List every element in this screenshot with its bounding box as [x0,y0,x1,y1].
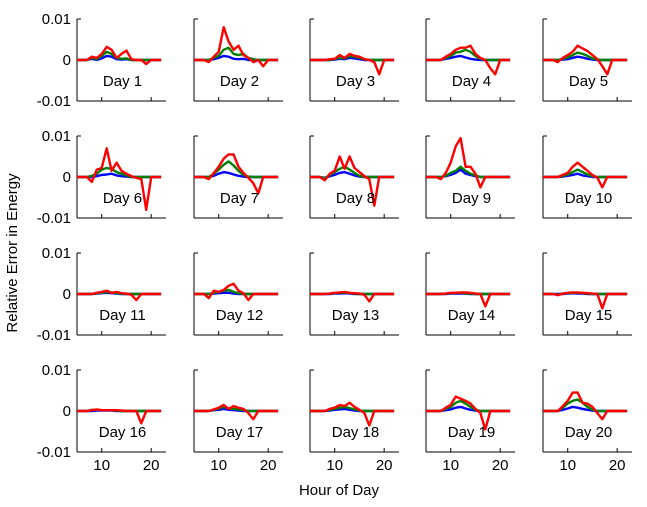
x-tick-label: 20 [609,457,626,474]
panel-11: 0.01 0 -0.01 Day 11 [37,245,166,344]
panel-label: Day 15 [565,307,613,324]
series-line-3 [426,136,511,189]
series-line-3 [194,26,279,68]
panel-16: 0.01 0 -0.01 10 20 Day 16 [37,362,166,474]
panel-label: Day 9 [452,190,491,207]
series-line-3 [77,147,162,212]
x-tick-label: 10 [93,457,110,474]
series-line-3 [310,155,395,207]
y-tick-label: 0 [63,403,71,420]
series-line-3 [426,395,511,431]
series-line-3 [426,44,511,76]
panel-15: Day 15 [542,252,632,336]
series-line-2 [194,46,279,62]
panel-label: Day 3 [336,73,375,90]
y-tick-label: -0.01 [37,444,71,461]
panel-label: Day 16 [99,424,147,441]
series-line-3 [543,161,628,189]
panel-label: Day 10 [565,190,613,207]
y-tick-label: 0 [63,169,71,186]
series-line-3 [194,403,279,421]
series-line-3 [77,289,162,302]
y-axis-title: Relative Error in Energy [4,173,21,333]
series-line-3 [310,52,395,76]
series-line-3 [543,44,628,76]
panel-8: Day 8 [309,135,399,219]
series-line-3 [543,291,628,310]
panel-label: Day 11 [99,307,145,324]
panel-label: Day 17 [216,424,264,441]
panel-label: Day 12 [216,307,264,324]
series-line-3 [426,291,511,308]
panel-17: 10 20 Day 17 [193,369,283,474]
panel-label: Day 8 [336,190,375,207]
y-tick-label: 0.01 [42,362,71,379]
series-line-3 [194,153,279,195]
series-line-3 [310,290,395,303]
series-line-3 [543,391,628,421]
x-axis-title: Hour of Day [299,482,380,499]
y-tick-label: 0 [63,52,71,69]
y-tick-label: 0.01 [42,128,71,145]
x-tick-label: 10 [326,457,343,474]
panel-9: Day 9 [425,135,515,219]
panel-label: Day 5 [569,73,608,90]
panel-label: Day 14 [448,307,496,324]
y-tick-label: -0.01 [37,327,71,344]
panel-label: Day 13 [332,307,380,324]
panel-13: Day 13 [309,252,399,336]
panel-12: Day 12 [193,252,283,336]
panel-label: Day 20 [565,424,613,441]
y-tick-label: -0.01 [37,93,71,110]
series-line-3 [194,282,279,302]
panel-1: 0.01 0 -0.01 Day 1 [37,11,166,110]
y-tick-label: 0.01 [42,245,71,262]
panel-label: Day 1 [103,73,142,90]
panel-6: 0.01 0 -0.01 Day 6 [37,128,166,227]
panel-14: Day 14 [425,252,515,336]
y-tick-label: -0.01 [37,210,71,227]
x-tick-label: 10 [210,457,227,474]
panel-19: 10 20 Day 19 [425,369,515,474]
x-tick-label: 10 [559,457,576,474]
series-line-3 [77,45,162,66]
panel-20: 10 20 Day 20 [542,369,632,474]
panel-label: Day 18 [332,424,380,441]
series-line-3 [77,408,162,425]
panel-label: Day 6 [103,190,142,207]
x-tick-label: 20 [143,457,160,474]
panel-18: 10 20 Day 18 [309,369,399,474]
panel-label: Day 4 [452,73,491,90]
panel-5: Day 5 [542,18,632,102]
panel-label: Day 19 [448,424,496,441]
x-tick-label: 20 [376,457,393,474]
x-tick-label: 20 [492,457,509,474]
series-line-3 [310,401,395,427]
panel-3: Day 3 [309,18,399,102]
panel-label: Day 2 [220,73,259,90]
panel-label: Day 7 [220,190,259,207]
panel-4: Day 4 [425,18,515,102]
panel-2: Day 2 [193,18,283,102]
panel-10: Day 10 [542,135,632,219]
y-tick-label: 0.01 [42,11,71,28]
y-tick-label: 0 [63,286,71,303]
panel-7: Day 7 [193,135,283,219]
series-line-2 [77,166,162,179]
x-tick-label: 10 [442,457,459,474]
x-tick-label: 20 [260,457,277,474]
